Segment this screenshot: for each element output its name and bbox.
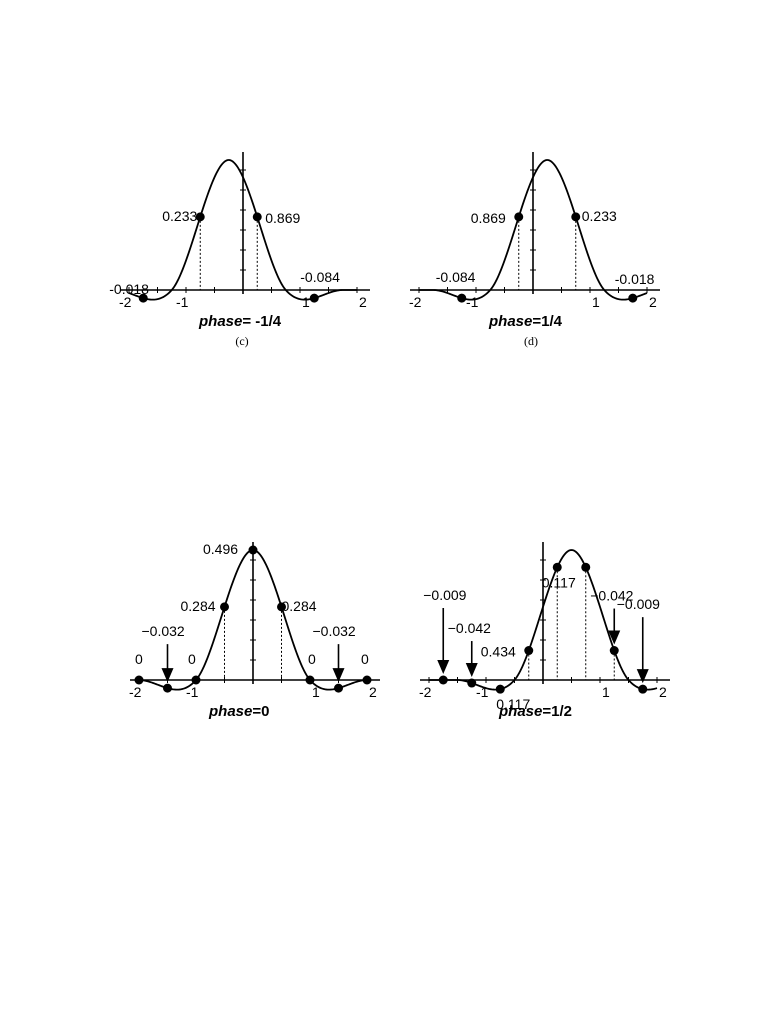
x-tick-label: 2 bbox=[649, 294, 657, 310]
sample-point bbox=[362, 675, 372, 685]
sample-point bbox=[571, 212, 581, 222]
sample-value-label: 0.233 bbox=[582, 208, 617, 224]
arrow-head bbox=[437, 660, 450, 674]
sample-point bbox=[552, 562, 562, 572]
sample-value-label: 0.117 bbox=[496, 696, 530, 712]
phase-value: =1/2 bbox=[542, 703, 572, 720]
sample-value-label: -0.084 bbox=[436, 269, 476, 285]
x-tick-label: 2 bbox=[659, 684, 667, 700]
sample-point bbox=[457, 293, 467, 303]
phase-value: = -1/4 bbox=[242, 313, 281, 330]
sample-value-label: 0 bbox=[188, 651, 196, 667]
sample-value-label: 0.869 bbox=[265, 210, 300, 226]
sample-point bbox=[220, 602, 229, 612]
plot-phase-zero: -2 -1 1 20−0.03200.2840.4960.2840−0.0320pha… bbox=[129, 541, 380, 720]
sample-value-label: 0.117 bbox=[542, 574, 576, 590]
phase-label: phase=1/4 bbox=[488, 313, 563, 330]
arrow-head bbox=[636, 669, 649, 684]
plot-phase-plus-quarter: -2 -1 1 2 -0.084 0.869 0.233 -0.018 phase=1/4 bbox=[409, 152, 660, 330]
kernel-curve bbox=[419, 159, 648, 301]
kernel-curve bbox=[429, 549, 658, 691]
plot-phase-half: -2 -1 1 2−0.009−0.0420.1170.4340.117−0.042−… bbox=[419, 542, 670, 720]
sample-value-label: −0.009 bbox=[617, 596, 660, 612]
sample-point bbox=[524, 646, 534, 656]
caption-c: (c) bbox=[235, 334, 249, 348]
sample-point bbox=[277, 602, 286, 612]
sample-value-label: 0.233 bbox=[162, 208, 197, 224]
sample-point bbox=[248, 545, 258, 555]
sample-value-label: -0.018 bbox=[615, 271, 655, 287]
x-tick-label: 1 bbox=[312, 684, 320, 700]
phase-word: phase bbox=[198, 313, 242, 330]
sample-point bbox=[252, 212, 262, 222]
sample-value-label: −0.042 bbox=[448, 620, 491, 636]
kernel-curve bbox=[128, 159, 357, 301]
sample-point bbox=[334, 683, 343, 693]
phase-word: phase bbox=[498, 703, 542, 720]
sample-value-label: 0.284 bbox=[181, 598, 216, 614]
x-tick-label: -2 bbox=[129, 684, 142, 700]
phase-label: phase= -1/4 bbox=[198, 313, 282, 330]
x-tick-label: -1 bbox=[466, 294, 479, 310]
sample-point bbox=[438, 675, 448, 685]
sample-value-label: −0.032 bbox=[142, 623, 185, 639]
phase-word: phase bbox=[488, 313, 532, 330]
sample-point bbox=[195, 212, 205, 222]
plot-phase-minus-quarter: -2 -1 1 2 -0.018 0.233 0.869 -0.084 phase= -1/4 bbox=[109, 152, 370, 330]
sample-point bbox=[638, 684, 648, 694]
sample-value-label: 0 bbox=[308, 651, 316, 667]
phase-value: =0 bbox=[252, 703, 269, 720]
sample-point bbox=[305, 675, 315, 685]
sample-point bbox=[514, 212, 524, 222]
sample-point bbox=[467, 678, 477, 688]
sample-point bbox=[609, 646, 619, 656]
x-tick-label: -2 bbox=[119, 294, 132, 310]
phase-word: phase bbox=[208, 703, 252, 720]
x-tick-label: -1 bbox=[176, 294, 189, 310]
sample-point bbox=[628, 293, 638, 303]
sample-value-label: 0 bbox=[361, 651, 369, 667]
sample-value-label: 0.434 bbox=[481, 644, 516, 660]
arrow-head bbox=[465, 663, 478, 678]
sample-point bbox=[163, 683, 172, 693]
x-tick-label: -2 bbox=[419, 684, 432, 700]
arrow-head bbox=[332, 668, 345, 683]
x-tick-label: -2 bbox=[409, 294, 422, 310]
sample-point bbox=[134, 675, 144, 685]
sample-value-label: 0 bbox=[135, 651, 143, 667]
sample-value-label: 0.284 bbox=[282, 598, 317, 614]
arrow-head bbox=[161, 668, 174, 683]
caption-d: (d) bbox=[524, 334, 538, 348]
x-tick-label: 1 bbox=[592, 294, 600, 310]
sample-point bbox=[138, 293, 148, 303]
sample-value-label: -0.018 bbox=[109, 281, 149, 297]
sample-point bbox=[495, 684, 505, 694]
x-tick-label: 2 bbox=[369, 684, 377, 700]
sample-point bbox=[581, 562, 591, 572]
x-tick-label: 1 bbox=[302, 294, 310, 310]
sample-value-label: 0.496 bbox=[203, 541, 238, 557]
phase-label: phase=1/2 bbox=[498, 703, 572, 720]
x-tick-label: 1 bbox=[602, 684, 610, 700]
x-tick-label: -1 bbox=[186, 684, 199, 700]
sample-value-label: 0.869 bbox=[471, 210, 506, 226]
sample-value-label: −0.032 bbox=[313, 623, 356, 639]
arrow-head bbox=[608, 630, 621, 645]
phase-value: =1/4 bbox=[532, 313, 562, 330]
sample-point bbox=[191, 675, 201, 685]
sample-value-label: -0.084 bbox=[300, 269, 340, 285]
x-tick-label: 2 bbox=[359, 294, 367, 310]
sample-value-label: −0.042 bbox=[590, 588, 633, 604]
phase-label: phase=0 bbox=[208, 703, 269, 720]
sample-point bbox=[309, 293, 319, 303]
sample-value-label: −0.009 bbox=[423, 587, 466, 603]
